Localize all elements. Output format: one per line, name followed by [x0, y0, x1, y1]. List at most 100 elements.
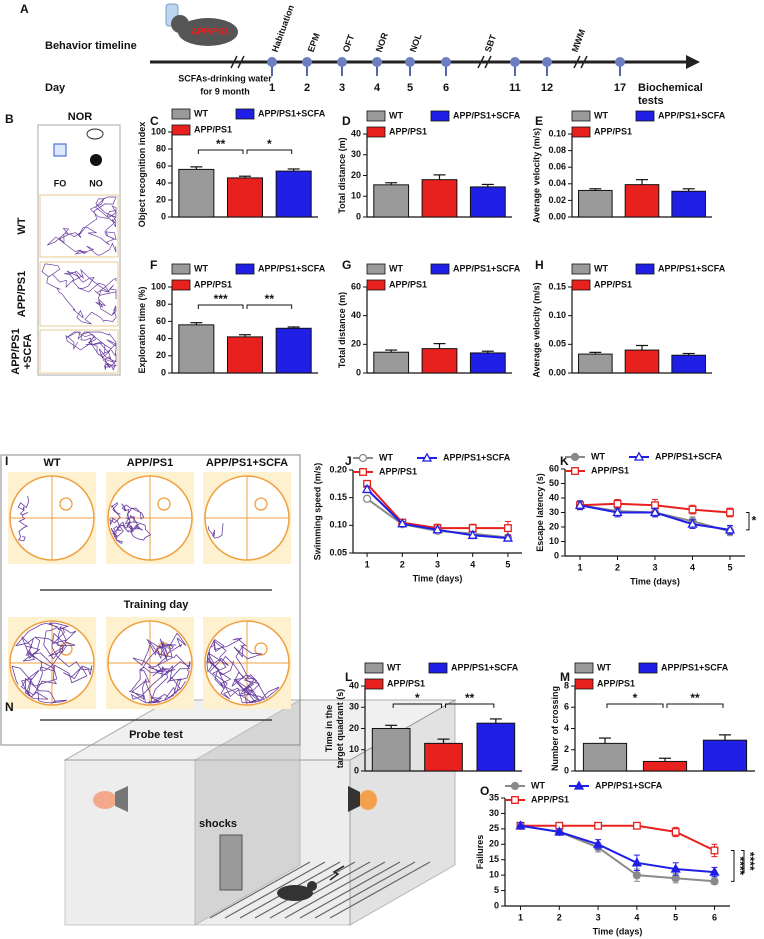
y-axis-title: Average velocity (m/s) — [532, 128, 542, 223]
legend-marker — [510, 781, 520, 791]
track-arena — [39, 194, 119, 258]
marker — [710, 846, 719, 855]
legend-label: WT — [379, 452, 393, 462]
marker — [503, 524, 512, 533]
bar — [469, 186, 506, 218]
legend-swatch — [171, 263, 191, 275]
legend-label: APP/PS1+SCFA — [443, 452, 511, 462]
significance-bracket — [197, 149, 244, 154]
y-tick-label: 20 — [549, 521, 559, 531]
legend-label: WT — [594, 110, 608, 120]
legend-swatch — [366, 279, 386, 291]
y-tick-label: 0 — [494, 900, 499, 910]
panel-label: H — [535, 258, 544, 272]
y-tick-label: 0.10 — [548, 310, 566, 320]
bar — [275, 327, 312, 374]
panel-label: D — [342, 114, 351, 128]
marker — [397, 518, 408, 528]
bar — [642, 760, 688, 772]
x-tick-label: 5 — [727, 562, 732, 572]
legend-swatch — [235, 108, 255, 120]
significance-label: ** — [216, 137, 226, 151]
bar — [469, 352, 506, 374]
platform — [157, 497, 171, 511]
y-tick-label: 20 — [489, 839, 499, 849]
x-tick-label: 4 — [690, 562, 695, 572]
panel-label: G — [342, 258, 351, 272]
legend-label: WT — [597, 662, 611, 672]
legend-label: APP/PS1+SCFA — [658, 263, 726, 273]
legend-swatch — [366, 263, 386, 275]
maze-frame — [0, 454, 301, 746]
x-tick-label: 3 — [652, 562, 657, 572]
marker — [574, 499, 586, 509]
track-path — [46, 196, 117, 256]
legend-swatch — [171, 279, 191, 291]
significance-label: * — [267, 137, 272, 151]
y-axis-title: Swimming speed (m/s) — [313, 463, 323, 561]
group-label: APP/PS1 — [127, 457, 173, 469]
legend-label: APP/PS1 — [594, 279, 632, 289]
y-tick-label: 100 — [151, 281, 166, 291]
marker — [709, 866, 720, 876]
marker — [613, 499, 622, 508]
timeline-dot — [302, 57, 312, 67]
row-label: Day — [45, 82, 66, 94]
legend-marker — [633, 451, 645, 461]
legend-label: APP/PS1+SCFA — [661, 662, 729, 672]
mouse-head — [171, 15, 189, 33]
significance-label: ** — [265, 292, 275, 306]
group-label: +SCFA — [22, 334, 34, 370]
x-tick-label: 6 — [712, 912, 717, 922]
y-tick-label: 50 — [549, 478, 559, 488]
platform — [59, 497, 73, 511]
legend-label: APP/PS1 — [531, 794, 569, 804]
group-label: APP/PS1 — [10, 328, 22, 374]
x-axis-title: Time (days) — [413, 573, 463, 583]
axis-break — [573, 55, 581, 69]
legend-swatch — [364, 678, 384, 690]
y-tick-label: 10 — [489, 870, 499, 880]
marker — [612, 506, 623, 517]
legend-label: APP/PS1 — [194, 124, 232, 134]
bar — [226, 336, 264, 374]
y-tick-label: 0.10 — [548, 128, 566, 138]
y-tick-label: 60 — [156, 160, 166, 170]
legend-swatch — [430, 110, 450, 122]
timeline-dot — [267, 57, 277, 67]
y-tick-label: 0.15 — [548, 281, 566, 291]
panel-label: A — [20, 2, 29, 16]
y-tick-label: 60 — [549, 463, 559, 473]
object-label: FO — [54, 178, 67, 188]
mouse-icon — [86, 128, 104, 140]
y-tick-label: 40 — [349, 680, 359, 690]
legend-swatch — [364, 662, 384, 674]
legend-swatch — [171, 124, 191, 136]
timeline-dot — [372, 57, 382, 67]
legend-marker — [359, 468, 367, 476]
marker — [467, 529, 478, 539]
y-tick-label: 0.05 — [329, 547, 347, 557]
bar — [624, 184, 660, 218]
treatment-text: for 9 month — [200, 86, 250, 96]
x-tick-label: 5 — [505, 559, 510, 569]
y-tick-label: 30 — [351, 149, 361, 159]
panel-label: M — [560, 670, 570, 684]
swim-path — [208, 523, 224, 539]
legend-swatch — [366, 126, 386, 138]
panel-title: NOR — [68, 111, 93, 123]
timeline-dot — [542, 57, 552, 67]
y-tick-label: 10 — [549, 536, 559, 546]
legend-label: WT — [194, 108, 208, 118]
legend-label: WT — [387, 662, 401, 672]
day-label: 2 — [304, 82, 310, 94]
y-tick-label: 0 — [161, 211, 166, 221]
significance-label: **** — [743, 852, 757, 871]
significance-bracket — [606, 703, 664, 708]
axis-break — [237, 55, 245, 69]
y-tick-label: 60 — [351, 281, 361, 291]
significance-label: *** — [214, 292, 228, 306]
panel-label: K — [560, 454, 569, 468]
axis-break — [230, 55, 238, 69]
